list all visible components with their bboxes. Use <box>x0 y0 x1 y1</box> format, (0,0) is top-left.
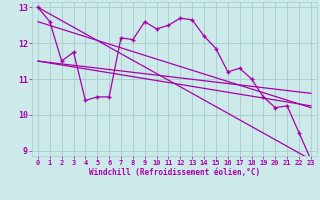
X-axis label: Windchill (Refroidissement éolien,°C): Windchill (Refroidissement éolien,°C) <box>89 168 260 177</box>
